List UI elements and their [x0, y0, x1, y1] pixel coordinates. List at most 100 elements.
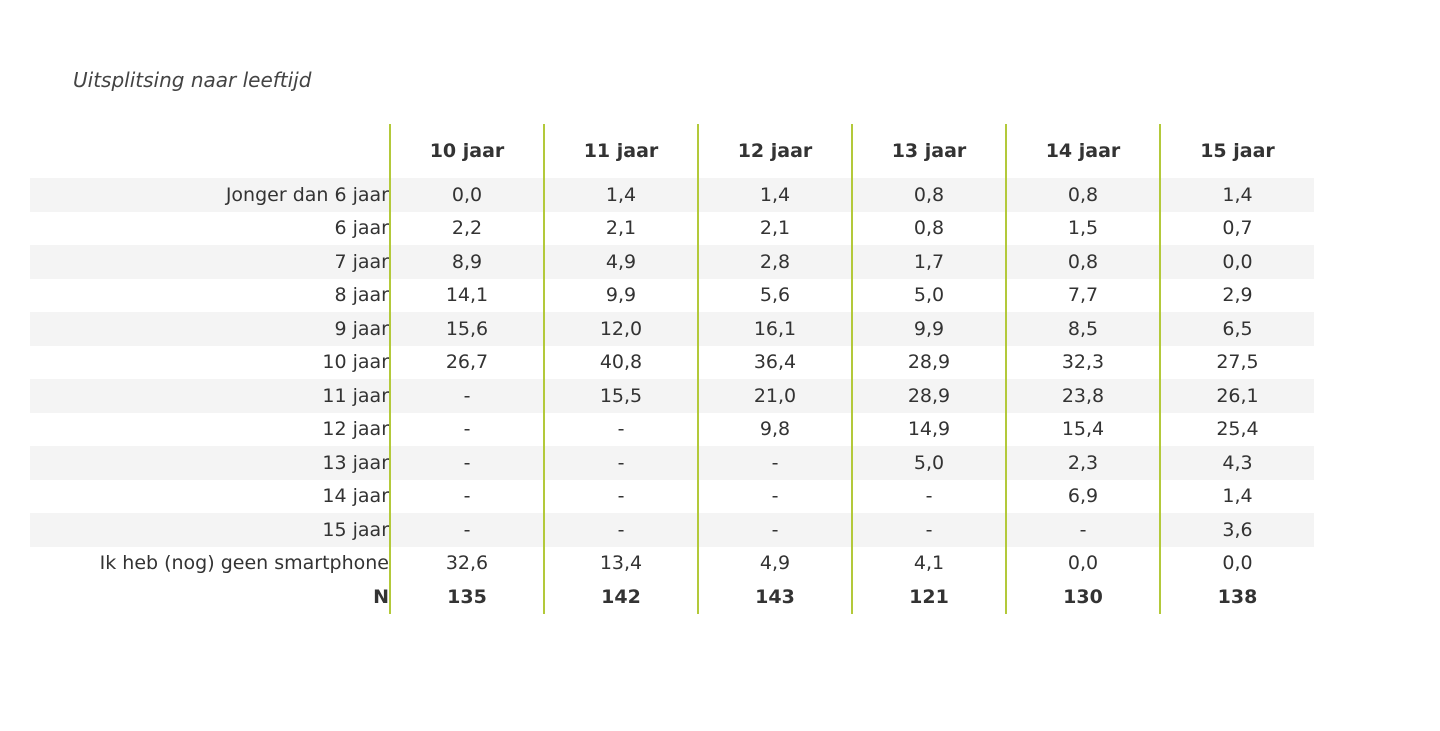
- row-label: 8 jaar: [334, 284, 389, 307]
- cell: 8,5: [1005, 312, 1160, 346]
- cell: 28,9: [851, 379, 1006, 413]
- row-label: 11 jaar: [30, 379, 390, 413]
- cell: 5,0: [851, 446, 1006, 480]
- row-label: 6 jaar: [334, 217, 389, 240]
- cell: 142: [543, 580, 698, 614]
- table-row: Ik heb (nog) geen smartphone 32,6 13,4 4,9 4…: [30, 546, 1314, 580]
- cell: -: [697, 446, 852, 480]
- cell: 1,4: [543, 178, 698, 212]
- column-header: 14 jaar: [1005, 124, 1160, 178]
- header-row: 10 jaar 11 jaar 12 jaar 13 jaar 14 jaar 15 ja…: [30, 124, 1314, 178]
- cell: 14,1: [389, 278, 544, 312]
- cell: 1,4: [1159, 479, 1314, 513]
- cell: -: [697, 513, 852, 547]
- table-row: 8 jaar 14,1 9,9 5,6 5,0 7,7 2,9: [30, 278, 1314, 312]
- row-label: 14 jaar: [322, 485, 389, 508]
- table-row: 12 jaar - -9,8 14,9 15,4 25,4: [30, 412, 1314, 446]
- column-header: 10 jaar: [389, 124, 544, 178]
- cell: -: [389, 412, 544, 446]
- column-header: 15 jaar: [1159, 124, 1314, 178]
- cell: 26,1: [1159, 379, 1314, 413]
- caption: Uitsplitsing naar leeftijd: [73, 68, 312, 92]
- cell: 9,9: [543, 278, 698, 312]
- cell: 0,8: [851, 211, 1006, 245]
- cell: 23,8: [1005, 379, 1160, 413]
- cell: 13,4: [543, 546, 698, 580]
- column-header: 11 jaar: [543, 124, 698, 178]
- cell: 0,0: [1159, 245, 1314, 279]
- row-label: 15 jaar: [30, 513, 390, 547]
- cell: 2,1: [543, 211, 698, 245]
- cell: -: [851, 513, 1006, 547]
- cell: -: [389, 446, 544, 480]
- cell: 1,4: [1159, 178, 1314, 212]
- cell: 6,5: [1159, 312, 1314, 346]
- cell: 32,3: [1005, 345, 1160, 379]
- cell: 16,1: [697, 312, 852, 346]
- cell: 138: [1159, 580, 1314, 614]
- cell: 143: [697, 580, 852, 614]
- table-row: 7 jaar 8,9 4,9 2,8 1,7 0,8 0,0: [30, 245, 1314, 279]
- cell: 15,6: [389, 312, 544, 346]
- cell: 0,0: [1005, 546, 1160, 580]
- table-row: 9 jaar 15,6 12,0 16,1 9,9 8,5 6,5: [30, 312, 1314, 346]
- cell: 0,7: [1159, 211, 1314, 245]
- cell: 9,8: [697, 412, 852, 446]
- table-row: 11 jaar -15,5 21,0 28,9 23,8 26,1: [30, 379, 1314, 413]
- cell: 0,0: [1159, 546, 1314, 580]
- cell: 15,4: [1005, 412, 1160, 446]
- cell: 26,7: [389, 345, 544, 379]
- row-label: Ik heb (nog) geen smartphone: [99, 552, 389, 575]
- cell: 28,9: [851, 345, 1006, 379]
- cell: 1,5: [1005, 211, 1160, 245]
- cell: 0,8: [1005, 245, 1160, 279]
- cell: 36,4: [697, 345, 852, 379]
- cell: 4,1: [851, 546, 1006, 580]
- cell: 9,9: [851, 312, 1006, 346]
- cell: 25,4: [1159, 412, 1314, 446]
- cell: 2,1: [697, 211, 852, 245]
- cell: 2,9: [1159, 278, 1314, 312]
- cell: 2,8: [697, 245, 852, 279]
- table-row: 6 jaar 2,2 2,1 2,1 0,8 1,5 0,7: [30, 211, 1314, 245]
- cell: -: [697, 479, 852, 513]
- cell: 4,3: [1159, 446, 1314, 480]
- column-header: 12 jaar: [697, 124, 852, 178]
- cell: 0,0: [389, 178, 544, 212]
- cell: 2,3: [1005, 446, 1160, 480]
- table-body: Jonger dan 6 jaar 0,0 1,4 1,4 0,8 0,8 1,4 6 jaa…: [30, 178, 1314, 614]
- cell: -: [389, 379, 544, 413]
- table-row: 14 jaar - - - -6,9 1,4: [30, 479, 1314, 513]
- cell: 121: [851, 580, 1006, 614]
- cell: 0,8: [1005, 178, 1160, 212]
- cell: 4,9: [697, 546, 852, 580]
- row-label: 10 jaar: [322, 351, 389, 374]
- cell: 8,9: [389, 245, 544, 279]
- cell: -: [1005, 513, 1160, 547]
- table-row: 13 jaar - - -5,0 2,3 4,3: [30, 446, 1314, 480]
- cell: 2,2: [389, 211, 544, 245]
- cell: -: [543, 513, 698, 547]
- cell: -: [543, 446, 698, 480]
- column-header: 13 jaar: [851, 124, 1006, 178]
- table-row: 15 jaar - - - - -3,6: [30, 513, 1314, 547]
- cell: 130: [1005, 580, 1160, 614]
- cell: 32,6: [389, 546, 544, 580]
- cell: -: [851, 479, 1006, 513]
- cell: -: [543, 412, 698, 446]
- cell: 0,8: [851, 178, 1006, 212]
- table-head: 10 jaar 11 jaar 12 jaar 13 jaar 14 jaar 15 ja…: [30, 124, 1314, 178]
- cell: 4,9: [543, 245, 698, 279]
- cell: 40,8: [543, 345, 698, 379]
- table-row: N 135 142 143 121 130 138: [30, 580, 1314, 614]
- cell: 5,0: [851, 278, 1006, 312]
- cell: -: [389, 479, 544, 513]
- cell: -: [543, 479, 698, 513]
- row-label: N: [373, 585, 389, 608]
- cell: 14,9: [851, 412, 1006, 446]
- table-row: 10 jaar 26,7 40,8 36,4 28,9 32,3 27,5: [30, 345, 1314, 379]
- cell: 1,7: [851, 245, 1006, 279]
- row-label: Jonger dan 6 jaar: [30, 178, 390, 212]
- cell: 5,6: [697, 278, 852, 312]
